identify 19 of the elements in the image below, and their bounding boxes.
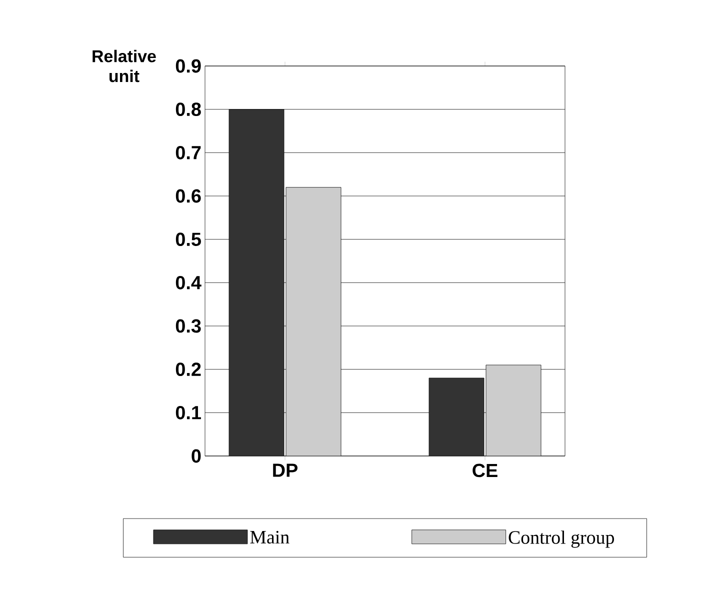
legend-label: Main (250, 530, 290, 544)
legend-label: Control group (508, 530, 614, 548)
y-tick-label: 0.4 (176, 276, 202, 290)
bar (486, 364, 542, 456)
x-tick-label: DP (273, 464, 298, 477)
bar (428, 378, 484, 456)
y-tick-label: 0 (192, 449, 201, 463)
x-tick-label: CE (472, 464, 498, 478)
y-tick-label: 0.6 (176, 189, 201, 203)
bar (228, 109, 284, 456)
y-axis-title: Relative unit (92, 50, 156, 82)
y-tick-label: 0.1 (176, 406, 201, 420)
y-tick-label: 0.5 (176, 232, 201, 246)
y-tick-label: 0.8 (176, 102, 201, 116)
y-tick-label: 0.3 (176, 319, 201, 333)
y-tick-label: 0.9 (176, 59, 201, 73)
y-tick-label: 0.2 (176, 362, 201, 376)
y-tick-label: 0.7 (176, 146, 201, 160)
bar (286, 187, 342, 456)
